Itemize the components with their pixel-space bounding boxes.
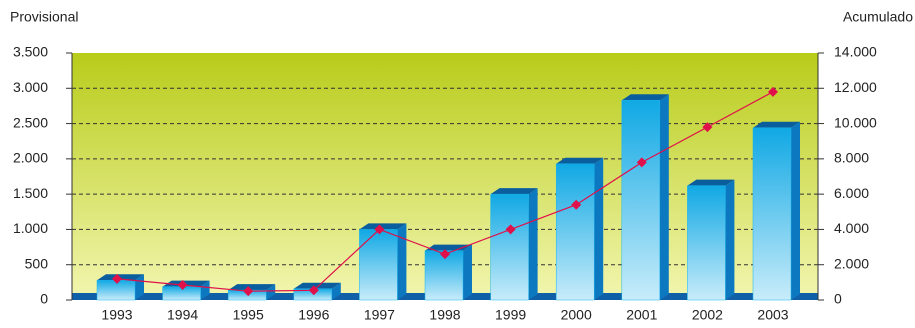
bar-side: [594, 157, 604, 300]
line-marker: [177, 280, 188, 291]
x-tick-label: 2003: [757, 307, 788, 323]
y-tick-label: 3.000: [13, 79, 48, 95]
y-tick-label: 3.500: [13, 44, 48, 60]
y-tick-label: 2.500: [13, 114, 48, 130]
bar: [96, 279, 136, 301]
y2-tick-label: 12.000: [834, 79, 877, 95]
bar-top: [425, 244, 472, 251]
bar: [490, 193, 529, 301]
bar-side: [331, 282, 341, 300]
y-tick-label: 2.000: [13, 150, 48, 166]
y-tick-label: 0: [40, 291, 48, 307]
x-tick-label: 1995: [233, 307, 264, 323]
line-marker: [374, 224, 385, 235]
x-tick-label: 1997: [364, 307, 395, 323]
bar-top: [490, 188, 538, 195]
y2-axis-title: Acumulado: [843, 9, 913, 25]
bar-top: [228, 284, 276, 291]
y2-tick-label: 10.000: [834, 114, 877, 130]
x-tick-label: 2001: [626, 307, 657, 323]
bar-side: [397, 223, 407, 300]
x-tick-label: 1998: [429, 307, 460, 323]
line-marker: [505, 224, 516, 235]
line-marker: [636, 157, 647, 168]
bar: [424, 250, 464, 301]
bar-top: [621, 94, 669, 101]
bar: [621, 100, 661, 301]
bar-side: [659, 94, 669, 300]
y-tick-label: 1.000: [13, 220, 48, 236]
bar-side: [200, 280, 210, 300]
x-tick-label: 1996: [298, 307, 329, 323]
bar: [687, 185, 726, 301]
bar-top: [556, 157, 604, 164]
y2-tick-label: 14.000: [834, 44, 877, 60]
y2-tick-label: 4.000: [834, 220, 869, 236]
bar-side: [463, 244, 472, 300]
bar-top: [97, 274, 144, 281]
y-tick-label: 1.500: [13, 185, 48, 201]
line-marker: [702, 122, 713, 133]
bar: [359, 229, 398, 301]
bar-side: [791, 121, 800, 300]
y2-tick-label: 6.000: [834, 185, 869, 201]
y-tick-label: 500: [25, 255, 49, 271]
y2-tick-label: 8.000: [834, 150, 869, 166]
bar-side: [528, 188, 538, 300]
x-tick-label: 1993: [101, 307, 132, 323]
line-marker: [112, 273, 122, 284]
y-axis-title: Provisional: [10, 9, 78, 25]
line-marker: [768, 86, 778, 97]
bar-top: [293, 282, 341, 289]
bar-top: [687, 179, 735, 186]
bar-side: [266, 284, 276, 300]
y2-tick-label: 2.000: [834, 255, 869, 271]
x-tick-label: 1994: [167, 307, 198, 323]
line-marker: [440, 249, 450, 260]
x-tick-label: 2002: [692, 307, 723, 323]
bar: [555, 163, 595, 301]
bar-side: [725, 179, 735, 300]
line-marker: [243, 286, 254, 297]
y2-tick-label: 0: [834, 291, 842, 307]
line-marker: [571, 199, 582, 210]
line-marker: [308, 285, 319, 296]
bar: [752, 127, 792, 301]
bar-top: [359, 223, 407, 230]
x-tick-label: 2000: [561, 307, 592, 323]
x-tick-label: 1999: [495, 307, 526, 323]
bar-top: [753, 121, 800, 128]
